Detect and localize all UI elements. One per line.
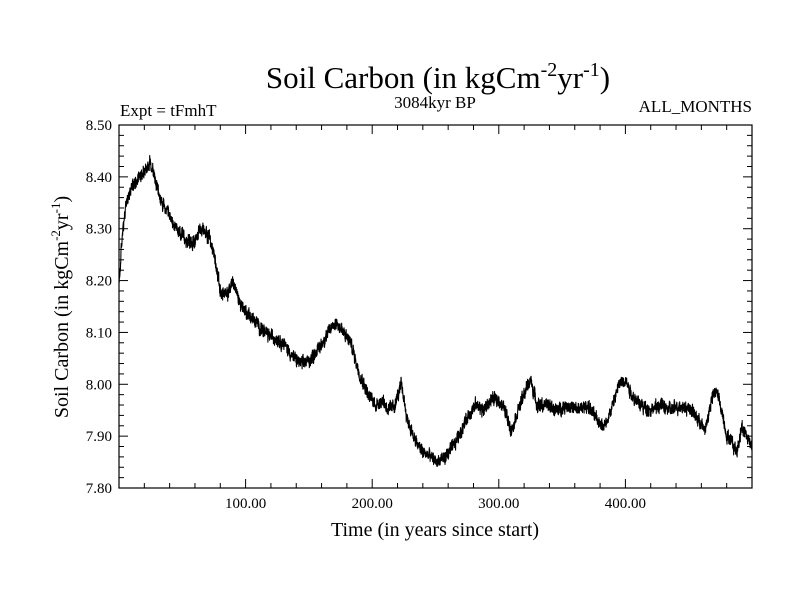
y-tick-label: 7.80 [86,481,112,497]
months-label: ALL_MONTHS [639,97,752,116]
y-axis-ticks: 7.80 7.90 8.00 8.10 8.20 8.30 8.40 8.50 [86,118,752,497]
x-tick-label: 100.00 [225,496,266,512]
period-label: 3084kyr BP [394,93,476,112]
y-tick-label: 7.90 [86,429,112,445]
y-tick-label: 8.50 [86,118,112,134]
soil-carbon-series-line [118,155,753,467]
experiment-label: Expt = tFmhT [120,101,217,120]
y-tick-label: 8.40 [86,170,112,186]
y-tick-label: 8.30 [86,222,112,238]
y-tick-label: 8.20 [86,274,112,290]
x-tick-label: 400.00 [605,496,646,512]
y-tick-label: 8.00 [86,377,112,393]
plot-frame [118,124,753,489]
y-tick-label: 8.10 [86,325,112,341]
chart-title: Soil Carbon (in kgCm-2yr-1) [266,59,610,95]
x-axis-ticks: 100.00 200.00 300.00 400.00 [143,125,728,512]
x-tick-label: 200.00 [352,496,393,512]
x-axis-label: Time (in years since start) [331,519,539,541]
plot-area [118,155,753,467]
y-axis-label: Soil Carbon (in kgCm-2yr-1) [48,196,73,418]
x-tick-label: 300.00 [478,496,519,512]
